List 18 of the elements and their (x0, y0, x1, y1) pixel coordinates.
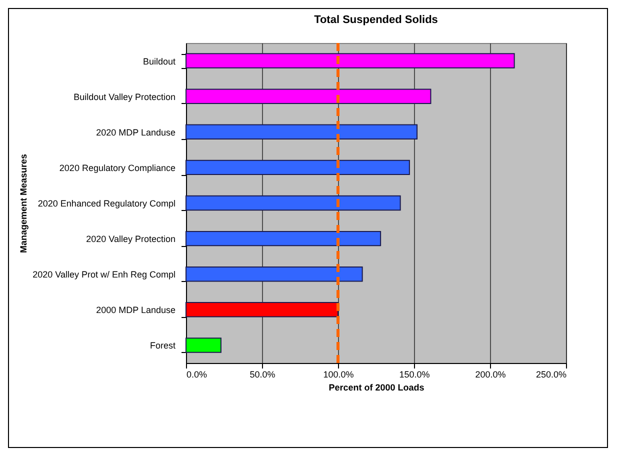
y-tick-label: 2020 Valley Prot w/ Enh Reg Compl (32, 270, 176, 280)
x-axis-title: Percent of 2000 Loads (328, 382, 424, 392)
y-tick-label: 2020 Regulatory Compliance (59, 162, 176, 173)
y-tick-label: Buildout Valley Protection (74, 92, 176, 102)
y-tick-label: Forest (150, 340, 176, 351)
x-tick-label: 250.0% (536, 370, 566, 380)
chart-title: Total Suspended Solids (314, 14, 438, 26)
y-axis-title: Management Measures (18, 154, 29, 254)
y-tick-label: 2020 MDP Landuse (96, 127, 176, 138)
x-tick-label: 0.0% (186, 370, 208, 380)
x-tick-label: 200.0% (475, 370, 506, 380)
y-tick-label: 2020 Enhanced Regulatory Compl (38, 198, 176, 208)
y-tick-label: 2000 MDP Landuse (96, 305, 176, 316)
y-tick-label: 2020 Valley Protection (86, 234, 176, 244)
x-tick-label: 50.0% (250, 370, 276, 380)
x-tick-label: 150.0% (399, 370, 430, 380)
y-tick-label: Buildout (142, 56, 176, 66)
x-tick-label: 100.0% (323, 370, 354, 380)
